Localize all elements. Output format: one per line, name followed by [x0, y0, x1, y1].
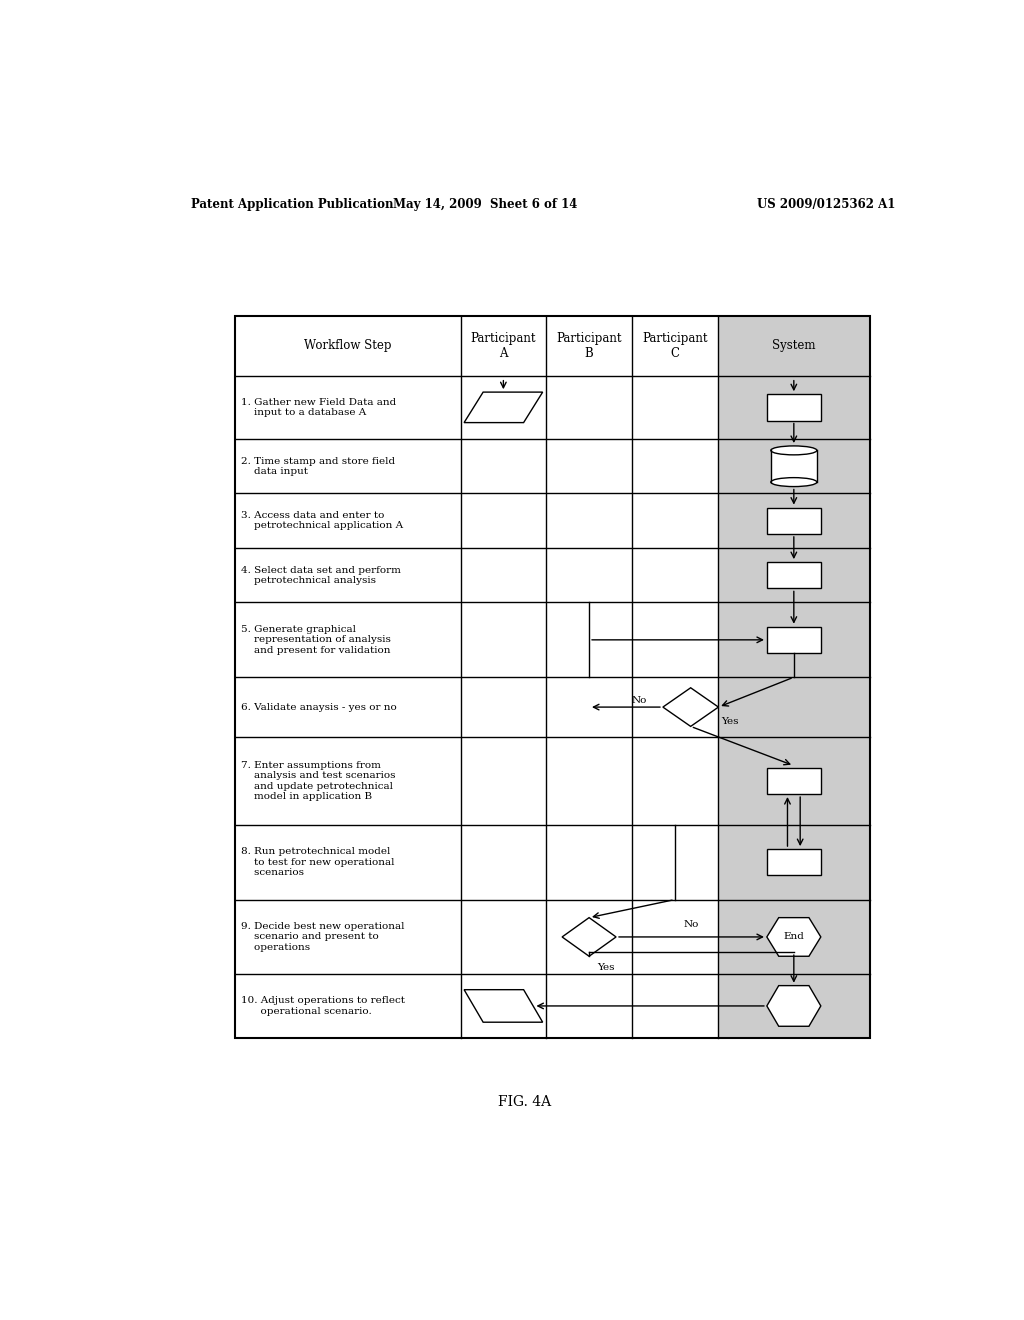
Bar	[236, 315, 870, 1038]
Text: US 2009/0125362 A1: US 2009/0125362 A1	[757, 198, 896, 211]
Bar	[236, 315, 870, 1038]
Text: 9. Decide best new operational
    scenario and present to
    operations: 9. Decide best new operational scenario …	[242, 923, 404, 952]
Text: 7. Enter assumptions from
    analysis and test scenarios
    and update petrote: 7. Enter assumptions from analysis and t…	[242, 760, 396, 801]
Bar	[767, 627, 821, 653]
Bar	[718, 315, 870, 1038]
Text: 10. Adjust operations to reflect
      operational scenario.: 10. Adjust operations to reflect operati…	[242, 997, 406, 1015]
Ellipse shape	[771, 446, 817, 455]
Text: 5. Generate graphical
    representation of analysis
    and present for validat: 5. Generate graphical representation of …	[242, 624, 391, 655]
Text: Workflow Step: Workflow Step	[304, 339, 391, 352]
Bar	[767, 395, 821, 421]
Polygon shape	[663, 688, 719, 726]
Text: Participant
A: Participant A	[471, 331, 537, 360]
Text: Patent Application Publication: Patent Application Publication	[191, 198, 394, 211]
Text: No: No	[684, 920, 699, 929]
Bar	[718, 315, 870, 1038]
Text: Yes: Yes	[721, 717, 738, 726]
Text: 4. Select data set and perform
    petrotechnical analysis: 4. Select data set and perform petrotech…	[242, 565, 401, 585]
Polygon shape	[464, 990, 543, 1022]
Text: 3. Access data and enter to
    petrotechnical application A: 3. Access data and enter to petrotechnic…	[242, 511, 403, 531]
Text: 1. Gather new Field Data and
    input to a database A: 1. Gather new Field Data and input to a …	[242, 397, 396, 417]
Text: Participant
B: Participant B	[556, 331, 622, 360]
Polygon shape	[562, 917, 616, 956]
Text: Participant
C: Participant C	[642, 331, 708, 360]
Bar	[771, 450, 817, 482]
Ellipse shape	[771, 478, 817, 487]
Polygon shape	[464, 392, 543, 422]
Bar	[767, 562, 821, 589]
Text: May 14, 2009  Sheet 6 of 14: May 14, 2009 Sheet 6 of 14	[393, 198, 578, 211]
Text: End: End	[783, 932, 804, 941]
Text: 6. Validate anaysis - yes or no: 6. Validate anaysis - yes or no	[242, 702, 397, 711]
Text: System: System	[772, 339, 815, 352]
Text: FIG. 4A: FIG. 4A	[499, 1094, 551, 1109]
Polygon shape	[767, 986, 821, 1026]
Text: 8. Run petrotechnical model
    to test for new operational
    scenarios: 8. Run petrotechnical model to test for …	[242, 847, 395, 876]
Text: No: No	[632, 697, 647, 705]
Bar	[767, 849, 821, 875]
Text: 2. Time stamp and store field
    data input: 2. Time stamp and store field data input	[242, 457, 395, 477]
Polygon shape	[767, 917, 821, 956]
Bar	[767, 768, 821, 795]
Bar	[767, 507, 821, 535]
Text: Yes: Yes	[597, 964, 614, 973]
